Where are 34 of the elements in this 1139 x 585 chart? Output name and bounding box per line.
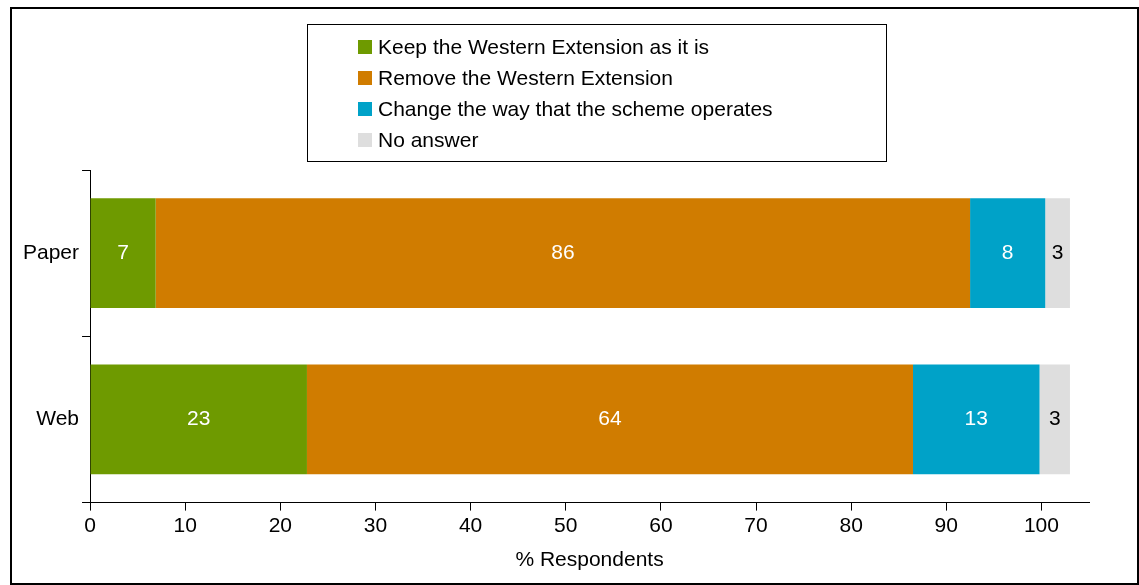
x-tick-label: 50: [554, 513, 578, 536]
data-label: 86: [551, 239, 575, 263]
legend-label: No answer: [378, 127, 479, 152]
y-tick-label: Paper: [22, 239, 80, 263]
x-tick-label: 10: [173, 513, 197, 536]
data-label: 7: [117, 239, 129, 263]
bar: [90, 198, 156, 309]
data-label: 3: [1051, 239, 1064, 263]
legend-label: Keep the Western Extension as it is: [378, 34, 710, 59]
data-label: 13: [964, 406, 988, 430]
bar: [970, 198, 1046, 309]
bar: [912, 364, 1040, 475]
x-tick-label: 60: [649, 513, 673, 536]
x-tick-label: 80: [839, 513, 863, 536]
bar: [90, 364, 307, 475]
data-label: 8: [1001, 239, 1014, 263]
bar: [155, 198, 971, 309]
x-axis-title: % Respondents: [515, 547, 664, 571]
x-tick-label: 40: [458, 513, 483, 536]
x-tick-label: 20: [268, 513, 292, 536]
data-label: 23: [187, 406, 211, 430]
x-tick-label: 30: [363, 513, 388, 536]
legend-label: Remove the Western Extension: [378, 65, 673, 90]
x-tick-label: 90: [934, 513, 958, 536]
data-label: 64: [598, 406, 622, 430]
x-tick-label: 0: [84, 513, 96, 536]
legend-label: Change the way that the scheme operates: [378, 96, 773, 121]
x-tick-label: 100: [1023, 513, 1059, 536]
data-label: 3: [1048, 406, 1061, 430]
bar: [1045, 198, 1070, 309]
x-tick-label: 70: [744, 513, 768, 536]
y-tick-label: Web: [36, 406, 80, 430]
bar: [1039, 364, 1070, 475]
bar: [306, 364, 913, 475]
